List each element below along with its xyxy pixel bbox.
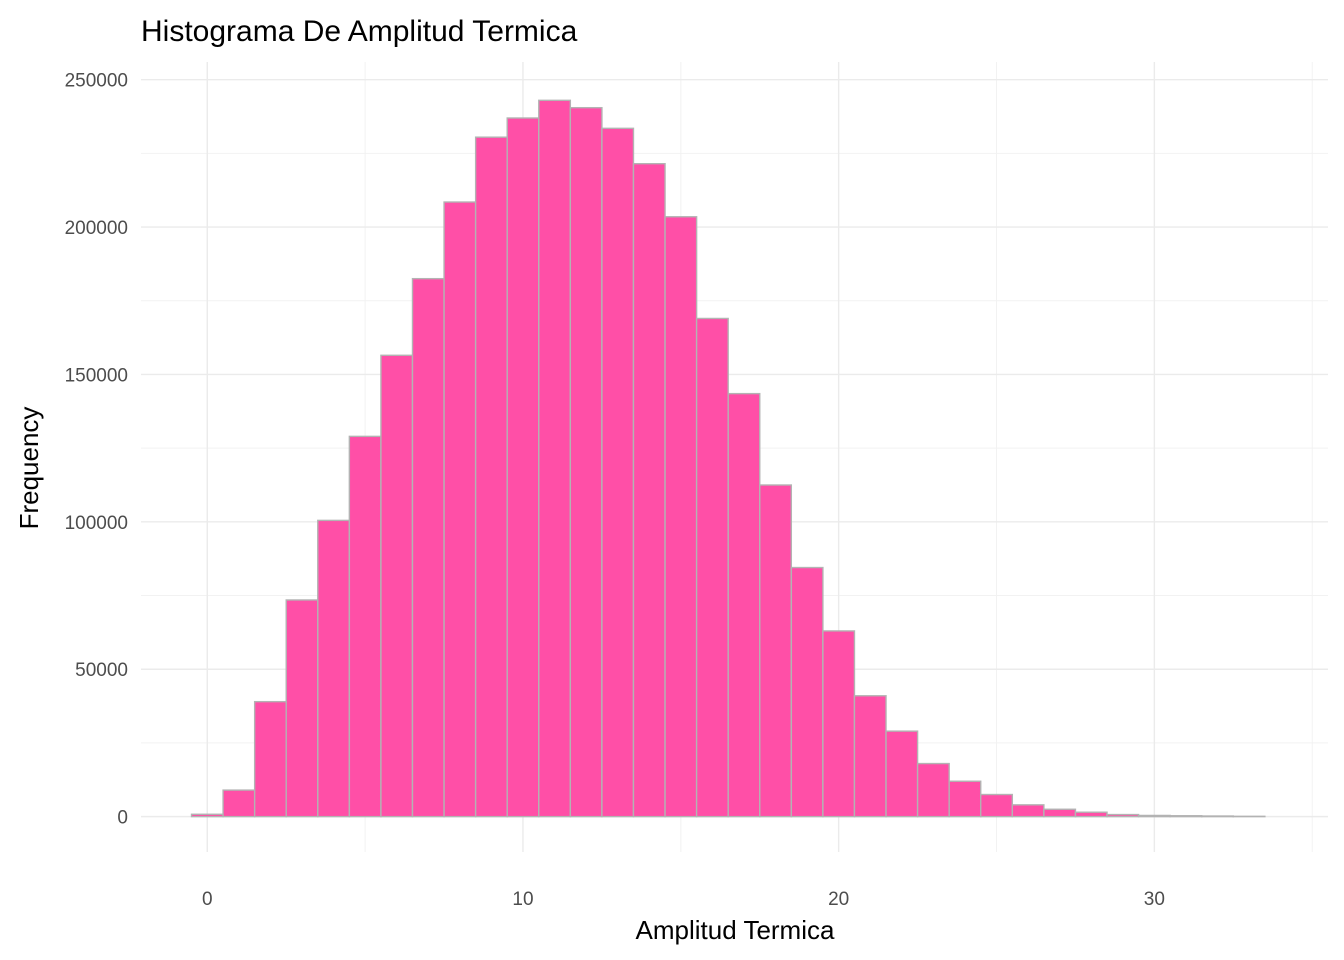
histogram-bars bbox=[190, 99, 1266, 818]
histogram-bar bbox=[790, 566, 824, 818]
y-tick-label: 250000 bbox=[65, 71, 128, 92]
histogram-bar bbox=[1074, 811, 1108, 818]
x-axis-title: Amplitud Termica bbox=[636, 915, 835, 945]
histogram-bar bbox=[916, 762, 950, 818]
y-tick-label: 150000 bbox=[65, 365, 128, 386]
y-axis-ticks: 0 50000 100000 150000 200000 250000 bbox=[65, 71, 128, 829]
histogram-bar bbox=[980, 793, 1014, 818]
histogram-bar bbox=[317, 519, 351, 818]
histogram-bar bbox=[253, 700, 287, 818]
y-tick-label: 200000 bbox=[65, 218, 128, 239]
histogram-bar bbox=[948, 780, 982, 818]
histogram-bar bbox=[664, 216, 698, 818]
y-tick-label: 0 bbox=[117, 808, 128, 829]
histogram-bar bbox=[443, 201, 477, 818]
y-tick-label: 50000 bbox=[75, 660, 128, 681]
histogram-bar bbox=[727, 392, 761, 818]
histogram-bar bbox=[885, 730, 919, 818]
histogram-bar bbox=[348, 435, 382, 818]
histogram-bar bbox=[538, 99, 572, 818]
y-tick-label: 100000 bbox=[65, 513, 128, 534]
histogram-bar bbox=[1137, 814, 1171, 818]
histogram-bar bbox=[474, 136, 508, 818]
chart-title: Histograma De Amplitud Termica bbox=[141, 15, 578, 48]
histogram-bar bbox=[569, 106, 603, 818]
histogram-bar bbox=[1011, 804, 1045, 818]
x-tick-label: 30 bbox=[1144, 889, 1165, 910]
histogram-bar bbox=[853, 695, 887, 818]
histogram-bar bbox=[1043, 808, 1077, 818]
x-axis-ticks: 0 10 20 30 bbox=[202, 889, 1165, 910]
histogram-bar bbox=[822, 630, 856, 818]
histogram-bar bbox=[1106, 813, 1140, 818]
histogram-bar bbox=[222, 789, 256, 818]
histogram-bar bbox=[601, 127, 635, 818]
histogram-bar bbox=[1169, 815, 1203, 818]
histogram-bar bbox=[380, 354, 414, 818]
histogram-bar bbox=[411, 277, 445, 818]
histogram-bar bbox=[190, 813, 224, 818]
histogram-bar bbox=[695, 317, 729, 818]
histogram-bar bbox=[759, 484, 793, 818]
x-tick-label: 10 bbox=[512, 889, 533, 910]
histogram-bar bbox=[632, 162, 666, 818]
x-tick-label: 0 bbox=[202, 889, 213, 910]
histogram-bar bbox=[285, 599, 319, 818]
histogram-bar bbox=[506, 117, 540, 818]
y-axis-title: Frequency bbox=[14, 407, 44, 530]
x-tick-label: 20 bbox=[828, 889, 849, 910]
histogram-bar bbox=[1201, 815, 1234, 818]
